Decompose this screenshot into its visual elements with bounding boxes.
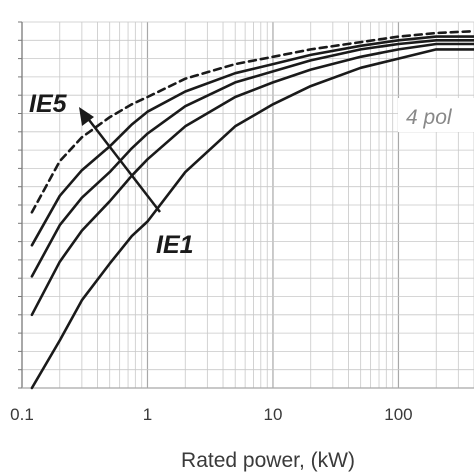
ie5-label: IE5	[29, 90, 68, 118]
x-tick-labels: 0.1 1 10 100	[10, 405, 412, 424]
efficiency-curve-3	[30, 39, 474, 278]
efficiency-curve-4	[30, 42, 474, 317]
ie1-label: IE1	[156, 231, 194, 259]
x-tick-label: 10	[264, 405, 283, 424]
efficiency-curves	[30, 29, 474, 390]
pole-label-background	[398, 98, 474, 132]
arrow-shaft	[85, 115, 161, 213]
x-tick-label: 100	[384, 405, 412, 424]
x-axis-title: Rated power, (kW)	[181, 449, 355, 472]
pole-label: 4 pol	[406, 106, 453, 129]
chart-grid	[18, 21, 474, 389]
x-tick-label: 1	[143, 405, 152, 424]
x-tick-label: 0.1	[10, 405, 34, 424]
arrow-head	[79, 107, 94, 126]
efficiency-curve-5	[30, 48, 474, 390]
efficiency-curve-2	[30, 35, 474, 247]
efficiency-curve-1	[30, 29, 474, 214]
